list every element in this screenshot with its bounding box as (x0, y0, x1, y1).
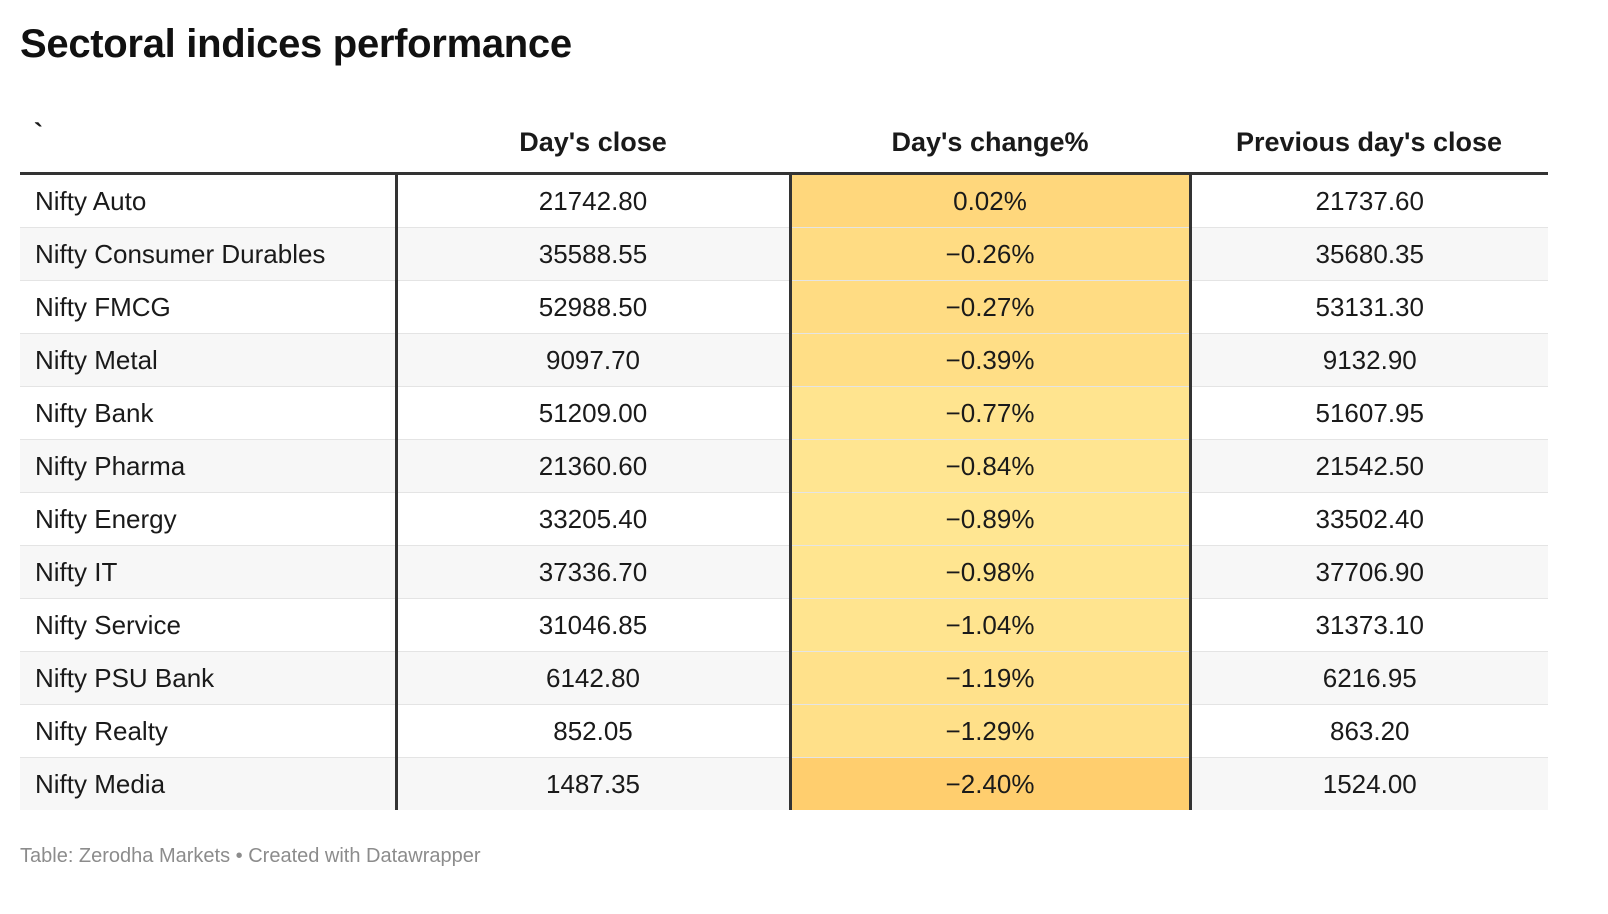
cell-days-change: −0.98% (790, 545, 1192, 599)
cell-days-close: 852.05 (396, 704, 792, 758)
page-title: Sectoral indices performance (20, 22, 572, 66)
table-header-row: ` Day's close Day's change% Previous day… (20, 112, 1548, 175)
table-row: Nifty Service 31046.85 −1.04% 31373.10 (20, 598, 1548, 652)
cell-days-change: −0.84% (790, 439, 1192, 493)
table-row: Nifty Auto 21742.80 0.02% 21737.60 (20, 173, 1548, 228)
cell-days-change: −1.04% (790, 598, 1192, 652)
table-row: Nifty Metal 9097.70 −0.39% 9132.90 (20, 333, 1548, 387)
sector-table-container: ` Day's close Day's change% Previous day… (20, 112, 1548, 810)
column-header-name[interactable]: ` (20, 112, 396, 175)
column-header-days-close[interactable]: Day's close (396, 112, 790, 175)
cell-previous-close: 21737.60 (1190, 173, 1548, 228)
cell-days-close: 33205.40 (396, 492, 792, 546)
cell-days-change: −2.40% (790, 757, 1192, 810)
cell-previous-close: 51607.95 (1190, 386, 1548, 440)
cell-previous-close: 33502.40 (1190, 492, 1548, 546)
cell-days-close: 31046.85 (396, 598, 792, 652)
cell-days-close: 52988.50 (396, 280, 792, 334)
cell-index-name: Nifty Service (20, 598, 398, 652)
cell-days-close: 6142.80 (396, 651, 792, 705)
cell-index-name: Nifty Pharma (20, 439, 398, 493)
cell-previous-close: 6216.95 (1190, 651, 1548, 705)
cell-index-name: Nifty Metal (20, 333, 398, 387)
table-row: Nifty PSU Bank 6142.80 −1.19% 6216.95 (20, 651, 1548, 705)
cell-days-close: 37336.70 (396, 545, 792, 599)
column-header-days-change[interactable]: Day's change% (790, 112, 1190, 175)
table-row: Nifty Bank 51209.00 −0.77% 51607.95 (20, 386, 1548, 440)
cell-days-close: 35588.55 (396, 227, 792, 281)
cell-days-change: −0.77% (790, 386, 1192, 440)
cell-previous-close: 1524.00 (1190, 757, 1548, 810)
cell-previous-close: 21542.50 (1190, 439, 1548, 493)
table-row: Nifty Energy 33205.40 −0.89% 33502.40 (20, 492, 1548, 546)
table-row: Nifty IT 37336.70 −0.98% 37706.90 (20, 545, 1548, 599)
cell-days-change: −1.19% (790, 651, 1192, 705)
cell-index-name: Nifty Realty (20, 704, 398, 758)
cell-index-name: Nifty PSU Bank (20, 651, 398, 705)
cell-index-name: Nifty Media (20, 757, 398, 810)
cell-index-name: Nifty FMCG (20, 280, 398, 334)
table-body: Nifty Auto 21742.80 0.02% 21737.60 Nifty Con… (20, 173, 1548, 810)
table-row: Nifty Realty 852.05 −1.29% 863.20 (20, 704, 1548, 758)
cell-days-close: 1487.35 (396, 757, 792, 810)
sector-table: ` Day's close Day's change% Previous day… (20, 112, 1548, 810)
cell-days-change: −0.39% (790, 333, 1192, 387)
cell-index-name: Nifty Energy (20, 492, 398, 546)
cell-previous-close: 31373.10 (1190, 598, 1548, 652)
cell-index-name: Nifty Consumer Durables (20, 227, 398, 281)
cell-days-close: 51209.00 (396, 386, 792, 440)
table-row: Nifty Consumer Durables 35588.55 −0.26% 356… (20, 227, 1548, 281)
cell-previous-close: 863.20 (1190, 704, 1548, 758)
cell-days-change: −1.29% (790, 704, 1192, 758)
source-footer: Table: Zerodha Markets • Created with Da… (20, 845, 481, 867)
table-row: Nifty FMCG 52988.50 −0.27% 53131.30 (20, 280, 1548, 334)
column-header-previous-close[interactable]: Previous day's close (1190, 112, 1548, 175)
cell-days-close: 21742.80 (396, 173, 792, 228)
cell-index-name: Nifty IT (20, 545, 398, 599)
cell-previous-close: 35680.35 (1190, 227, 1548, 281)
table-row: Nifty Media 1487.35 −2.40% 1524.00 (20, 757, 1548, 810)
cell-days-change: −0.89% (790, 492, 1192, 546)
cell-previous-close: 37706.90 (1190, 545, 1548, 599)
cell-days-close: 21360.60 (396, 439, 792, 493)
cell-days-change: −0.26% (790, 227, 1192, 281)
cell-days-close: 9097.70 (396, 333, 792, 387)
table-row: Nifty Pharma 21360.60 −0.84% 21542.50 (20, 439, 1548, 493)
cell-index-name: Nifty Auto (20, 173, 398, 228)
cell-days-change: −0.27% (790, 280, 1192, 334)
cell-previous-close: 9132.90 (1190, 333, 1548, 387)
cell-previous-close: 53131.30 (1190, 280, 1548, 334)
cell-index-name: Nifty Bank (20, 386, 398, 440)
cell-days-change: 0.02% (790, 173, 1192, 228)
